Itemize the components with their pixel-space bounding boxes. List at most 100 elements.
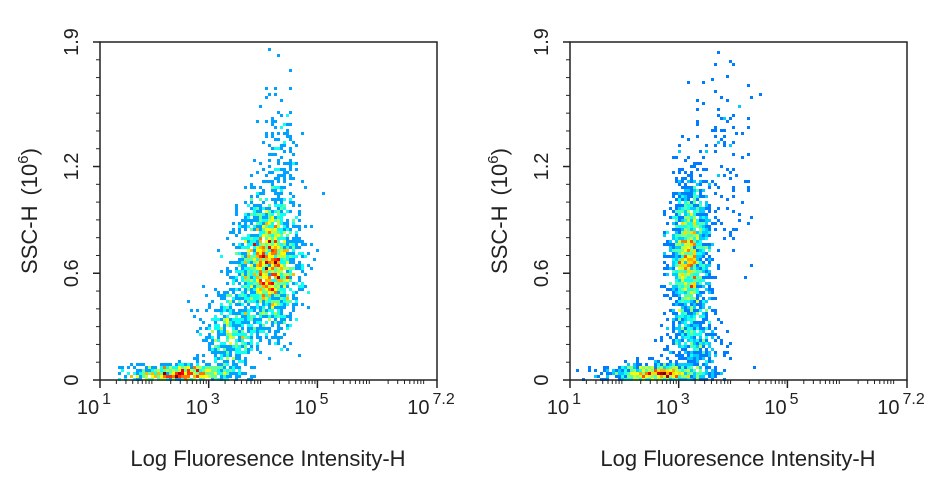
density-cell bbox=[702, 354, 705, 357]
density-cell bbox=[681, 195, 684, 198]
density-cell bbox=[214, 360, 217, 363]
density-cell bbox=[145, 366, 148, 369]
density-cell bbox=[705, 288, 708, 291]
density-cell bbox=[699, 207, 702, 210]
density-cell bbox=[298, 252, 301, 255]
density-cell bbox=[274, 189, 277, 192]
density-cell bbox=[711, 348, 714, 351]
density-cell bbox=[666, 294, 669, 297]
density-cell bbox=[645, 369, 648, 372]
density-cell bbox=[241, 261, 244, 264]
density-cell bbox=[259, 234, 262, 237]
density-cell bbox=[678, 303, 681, 306]
density-cell bbox=[681, 303, 684, 306]
density-cell bbox=[259, 321, 262, 324]
density-cell bbox=[289, 174, 292, 177]
density-cell bbox=[259, 288, 262, 291]
density-cell bbox=[229, 294, 232, 297]
density-cell bbox=[232, 291, 235, 294]
density-cell bbox=[277, 234, 280, 237]
density-cell bbox=[238, 252, 241, 255]
density-cell bbox=[169, 366, 172, 369]
density-cell bbox=[678, 204, 681, 207]
density-cell bbox=[666, 255, 669, 258]
density-cell bbox=[295, 168, 298, 171]
density-cell bbox=[253, 258, 256, 261]
density-cell bbox=[238, 348, 241, 351]
density-cell bbox=[265, 132, 268, 135]
density-cell bbox=[256, 264, 259, 267]
density-cell bbox=[262, 243, 265, 246]
density-cell bbox=[690, 249, 693, 252]
density-cell bbox=[160, 366, 163, 369]
density-cell bbox=[268, 288, 271, 291]
density-cell bbox=[636, 360, 639, 363]
density-cell bbox=[259, 219, 262, 222]
density-cell bbox=[681, 261, 684, 264]
density-cell bbox=[735, 132, 738, 135]
density-cell bbox=[696, 219, 699, 222]
density-cell bbox=[283, 285, 286, 288]
density-cell bbox=[208, 333, 211, 336]
density-cell bbox=[693, 360, 696, 363]
density-cell bbox=[247, 267, 250, 270]
density-cell bbox=[259, 339, 262, 342]
density-cell bbox=[645, 366, 648, 369]
density-cell bbox=[690, 261, 693, 264]
density-cell bbox=[241, 273, 244, 276]
density-cell bbox=[693, 252, 696, 255]
density-cell bbox=[672, 261, 675, 264]
density-cell bbox=[289, 246, 292, 249]
density-cell bbox=[292, 273, 295, 276]
density-cell bbox=[687, 258, 690, 261]
density-cell bbox=[253, 270, 256, 273]
density-cell bbox=[265, 279, 268, 282]
density-cell bbox=[238, 339, 241, 342]
density-cell bbox=[726, 120, 729, 123]
density-cell bbox=[223, 306, 226, 309]
density-cell bbox=[675, 318, 678, 321]
density-cell bbox=[693, 189, 696, 192]
density-cell bbox=[262, 297, 265, 300]
density-cell bbox=[298, 228, 301, 231]
density-cell bbox=[229, 231, 232, 234]
density-cell bbox=[277, 138, 280, 141]
density-cell bbox=[292, 291, 295, 294]
density-cell bbox=[265, 240, 268, 243]
density-cell bbox=[699, 285, 702, 288]
x-axis-title: Log Fluoresence Intensity-H bbox=[600, 446, 875, 471]
density-cell bbox=[687, 315, 690, 318]
density-cell bbox=[139, 375, 142, 378]
density-cell bbox=[295, 144, 298, 147]
density-cell bbox=[708, 210, 711, 213]
density-cell bbox=[714, 366, 717, 369]
density-cell bbox=[244, 264, 247, 267]
density-cell bbox=[274, 243, 277, 246]
density-cell bbox=[205, 294, 208, 297]
density-cell bbox=[190, 363, 193, 366]
density-cell bbox=[678, 234, 681, 237]
density-cell bbox=[696, 357, 699, 360]
density-cell bbox=[588, 369, 591, 372]
density-cell bbox=[313, 258, 316, 261]
density-cell bbox=[699, 240, 702, 243]
x-axis-title: Log Fluoresence Intensity-H bbox=[130, 446, 405, 471]
density-cell bbox=[229, 261, 232, 264]
density-cell bbox=[274, 231, 277, 234]
density-cell bbox=[280, 186, 283, 189]
density-cell bbox=[744, 180, 747, 183]
density-cell bbox=[253, 321, 256, 324]
density-cell bbox=[295, 318, 298, 321]
density-cell bbox=[268, 255, 271, 258]
density-cell bbox=[241, 333, 244, 336]
density-cell bbox=[286, 252, 289, 255]
density-cell bbox=[280, 255, 283, 258]
density-cell bbox=[690, 297, 693, 300]
density-cell bbox=[693, 312, 696, 315]
density-cell bbox=[681, 321, 684, 324]
density-cell bbox=[696, 312, 699, 315]
density-cell bbox=[259, 279, 262, 282]
density-cell bbox=[238, 246, 241, 249]
density-cell bbox=[675, 276, 678, 279]
density-cell bbox=[298, 210, 301, 213]
